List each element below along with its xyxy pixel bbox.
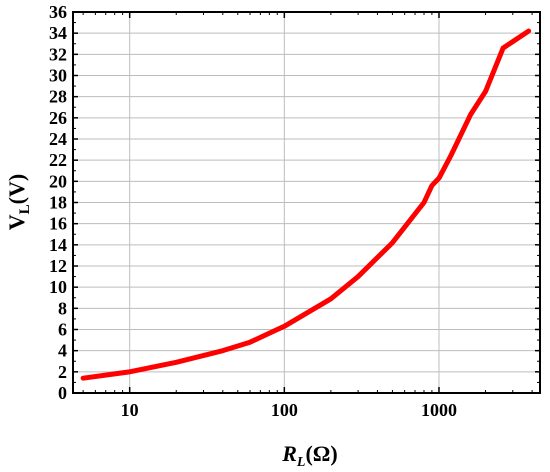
data-point (510, 39, 515, 44)
y-tick-label: 10 (49, 277, 67, 297)
data-point (422, 200, 426, 205)
x-tick-label: 100 (271, 400, 298, 420)
y-axis-title: VL(V) (4, 174, 33, 230)
data-point (468, 112, 473, 117)
data-point (356, 274, 360, 279)
y-tick-label: 14 (49, 235, 67, 255)
series-layer (80, 28, 532, 381)
data-point (449, 153, 454, 157)
axes (72, 11, 541, 394)
grid (73, 12, 540, 393)
y-tick-label: 28 (49, 87, 67, 107)
y-tick-label: 0 (58, 383, 67, 403)
y-tick-label: 22 (49, 150, 67, 170)
data-point (390, 240, 395, 245)
series-line (80, 28, 532, 381)
y-tick-label: 30 (49, 66, 67, 86)
y-tick-label: 26 (49, 108, 67, 128)
y-tick-label: 24 (49, 129, 67, 149)
y-tick-label: 16 (49, 214, 67, 234)
data-point (501, 46, 505, 50)
data-point (430, 183, 434, 188)
data-point (174, 360, 179, 365)
plot-frame (72, 11, 541, 394)
data-point (275, 327, 280, 332)
data-point (329, 297, 333, 301)
data-point (220, 348, 225, 353)
y-tick-label: 20 (49, 171, 67, 191)
y-tick-label: 32 (49, 44, 67, 64)
data-point (526, 29, 531, 33)
data-point (483, 89, 488, 94)
y-tick-label: 6 (58, 320, 67, 340)
y-tick-label: 18 (49, 193, 67, 213)
x-tick-label: 1000 (421, 400, 457, 420)
y-tick-label: 2 (58, 362, 67, 382)
data-point (127, 370, 132, 374)
y-tick-label: 12 (49, 256, 67, 276)
data-point (81, 376, 85, 380)
y-tick-label: 34 (49, 23, 67, 43)
y-tick-label: 36 (49, 2, 67, 22)
data-point (248, 340, 252, 345)
x-tick-label: 10 (121, 400, 139, 420)
x-axis-title: RL(Ω) (281, 441, 338, 470)
data-point (282, 324, 287, 329)
y-tick-label: 4 (58, 341, 67, 361)
data-point (437, 176, 441, 180)
y-tick-label: 8 (58, 298, 67, 318)
